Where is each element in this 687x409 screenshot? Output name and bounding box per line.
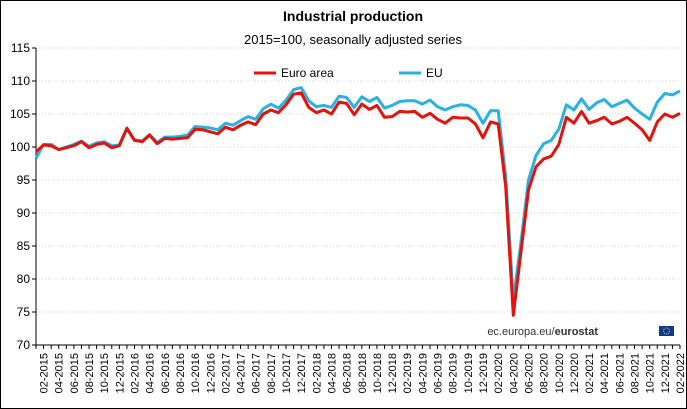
x-tick-label: 08-2020	[539, 353, 551, 393]
x-tick-label: 12-2021	[660, 353, 672, 393]
chart-subtitle: 2015=100, seasonally adjusted series	[244, 32, 462, 47]
x-tick-label: 12-2018	[387, 353, 399, 393]
series-line-eu	[34, 86, 681, 302]
y-tick-label: 80	[17, 272, 31, 286]
series-line-euro-area	[35, 91, 681, 317]
x-tick-label: 10-2015	[99, 353, 111, 393]
x-tick-label: 12-2016	[205, 353, 217, 393]
x-axis-ticks: 02-2015 04-2015 06-2015 08-2015 10-2015 12-20…	[35, 345, 687, 393]
x-tick-label: 02-2017	[220, 353, 232, 393]
x-tick-label: 08-2021	[630, 353, 642, 393]
x-tick-label: 02-2015	[39, 353, 51, 393]
x-tick-label: 12-2020	[569, 353, 581, 393]
source-text: ec.europa.eu/eurostat	[487, 326, 598, 338]
x-tick-label: 02-2018	[311, 353, 323, 393]
x-tick-label: 04-2020	[508, 353, 520, 393]
x-tick-label: 04-2017	[236, 353, 248, 393]
y-tick-label: 100	[10, 140, 30, 154]
x-tick-label: 04-2015	[54, 353, 66, 393]
x-tick-label: 06-2021	[614, 353, 626, 393]
source-text-bold: eurostat	[555, 326, 599, 338]
x-tick-label: 06-2018	[342, 353, 354, 393]
y-tick-label: 75	[17, 305, 31, 319]
x-tick-label: 02-2021	[584, 353, 596, 393]
y-tick-label: 95	[17, 173, 31, 187]
x-tick-label: 06-2015	[69, 353, 81, 393]
x-tick-label: 12-2019	[478, 353, 490, 393]
x-tick-label: 12-2015	[114, 353, 126, 393]
x-tick-label: 10-2018	[372, 353, 384, 393]
x-tick-label: 08-2019	[448, 353, 460, 393]
x-tick-label: 04-2021	[599, 353, 611, 393]
x-tick-label: 06-2019	[433, 353, 445, 393]
y-tick-label: 90	[17, 206, 31, 220]
eu-flag-icon	[659, 326, 674, 336]
source-text-regular: ec.europa.eu/	[487, 326, 555, 338]
x-tick-label: 06-2020	[523, 353, 535, 393]
y-axis-ticks: 70 75 80 85 90 95 100 105 110 115	[10, 41, 36, 352]
y-tick-label: 115	[11, 41, 30, 55]
x-tick-label: 12-2017	[296, 353, 308, 393]
x-tick-label: 08-2015	[84, 353, 96, 393]
x-tick-label: 02-2019	[402, 353, 414, 393]
chart-title: Industrial production	[283, 8, 423, 24]
x-tick-label: 02-2020	[493, 353, 505, 393]
y-tick-label: 70	[17, 338, 31, 352]
legend-label-euro-area: Euro area	[281, 66, 334, 80]
x-tick-label: 08-2018	[357, 353, 369, 393]
x-tick-label: 04-2016	[145, 353, 157, 393]
x-tick-label: 10-2016	[190, 353, 202, 393]
series-lines	[34, 86, 681, 317]
x-tick-label: 04-2018	[326, 353, 338, 393]
x-tick-label: 06-2017	[251, 353, 263, 393]
x-tick-label: 06-2016	[160, 353, 172, 393]
legend-label-eu: EU	[426, 66, 443, 80]
x-tick-label: 08-2016	[175, 353, 187, 393]
y-tick-label: 105	[10, 107, 30, 121]
x-tick-label: 10-2019	[463, 353, 475, 393]
x-tick-label: 08-2017	[266, 353, 278, 393]
x-tick-label: 10-2021	[645, 353, 657, 393]
x-tick-label: 04-2019	[417, 353, 429, 393]
x-tick-label: 02-2022	[675, 353, 687, 393]
source-credit: ec.europa.eu/eurostat	[487, 326, 674, 338]
legend: Euro area EU	[254, 66, 443, 80]
x-tick-label: 10-2017	[281, 353, 293, 393]
gridlines	[35, 47, 680, 346]
y-tick-label: 85	[17, 239, 31, 253]
y-tick-label: 110	[11, 74, 30, 88]
x-tick-label: 10-2020	[554, 353, 566, 393]
x-tick-label: 02-2016	[129, 353, 141, 393]
